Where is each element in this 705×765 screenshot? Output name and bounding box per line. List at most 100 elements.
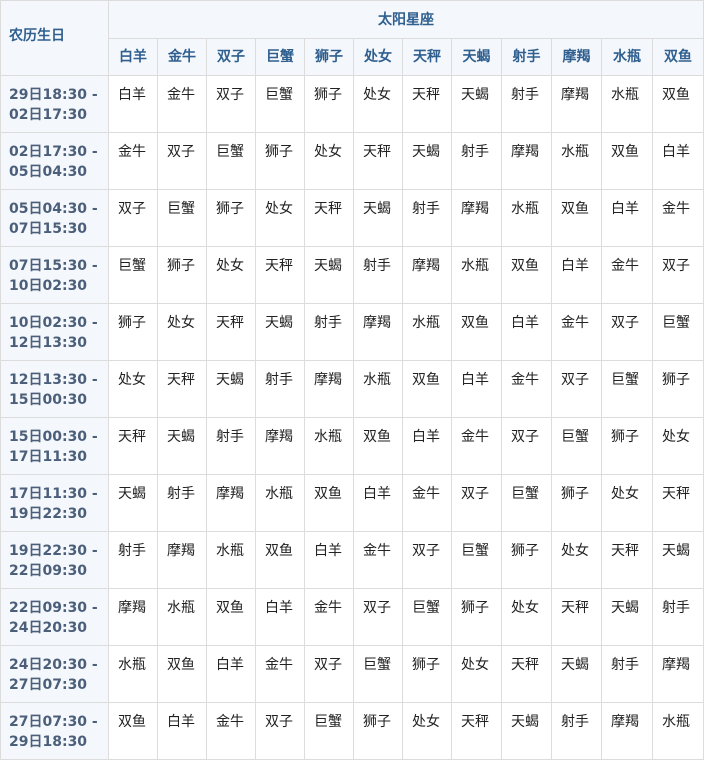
rising-sign-cell: 处女 <box>601 474 653 532</box>
rising-sign-cell: 双鱼 <box>451 303 502 361</box>
rising-sign-cell: 白羊 <box>451 360 502 418</box>
rising-sign-cell: 白羊 <box>601 189 653 247</box>
rising-sign-cell: 射手 <box>551 702 602 760</box>
rising-sign-cell: 金牛 <box>255 645 305 703</box>
column-header: 双鱼 <box>652 38 704 76</box>
rising-sign-cell: 巨蟹 <box>551 417 602 475</box>
rising-sign-cell: 双子 <box>551 360 602 418</box>
rising-sign-cell: 水瓶 <box>652 702 704 760</box>
rising-sign-cell: 天蝎 <box>501 702 552 760</box>
table-body: 29日18:30 -02日17:30 白羊 金牛 双子 巨蟹 狮子 处女 天秤 天蝎 射手 摩羯 水瓶… <box>0 75 704 760</box>
rising-sign-cell: 处女 <box>255 189 305 247</box>
rising-sign-cell: 巨蟹 <box>601 360 653 418</box>
rising-sign-cell: 金牛 <box>206 702 256 760</box>
column-header: 白羊 <box>108 38 158 76</box>
date-range-end: 19日22:30 <box>9 506 88 522</box>
rising-sign-cell: 水瓶 <box>353 360 403 418</box>
rising-sign-cell: 双鱼 <box>157 645 207 703</box>
column-header: 双子 <box>206 38 256 76</box>
rising-sign-cell: 处女 <box>652 417 704 475</box>
rising-sign-cell: 水瓶 <box>206 531 256 589</box>
column-header: 金牛 <box>157 38 207 76</box>
rising-sign-cell: 射手 <box>206 417 256 475</box>
date-range-start: 17日11:30 - <box>9 486 98 502</box>
rising-sign-cell: 金牛 <box>551 303 602 361</box>
rising-sign-cell: 水瓶 <box>501 189 552 247</box>
table-row: 29日18:30 - 02日17:30 白羊 金牛 双子 巨蟹 狮子 处女 天秤 天蝎 射手 摩羯 水瓶… <box>0 75 704 133</box>
lunar-date-range: 05日04:30 - 07日15:30 <box>0 189 109 247</box>
rising-sign-cell: 天秤 <box>551 588 602 646</box>
rising-sign-cell: 巨蟹 <box>157 189 207 247</box>
rising-sign-cell: 双鱼 <box>551 189 602 247</box>
date-range-end: 27日07:30 <box>9 677 88 693</box>
rising-sign-cell: 金牛 <box>402 474 452 532</box>
rising-sign-cell: 白羊 <box>501 303 552 361</box>
lunar-date-range: 27日07:30 - 29日18:30 <box>0 702 109 760</box>
table-row: 07日15:30 - 10日02:30 巨蟹 狮子 处女 天秤 天蝎 射手 摩羯 水瓶 双鱼 白羊 金牛… <box>0 246 704 304</box>
date-range-end: 12日13:30 <box>9 335 88 351</box>
rising-sign-cell: 摩羯 <box>551 75 602 133</box>
lunar-date-range: 22日09:30 - 24日20:30 <box>0 588 109 646</box>
rising-sign-cell: 狮子 <box>255 132 305 190</box>
date-range-start: 29日18:30 - <box>9 87 98 103</box>
rising-sign-cell: 天蝎 <box>157 417 207 475</box>
rising-sign-cell: 摩羯 <box>157 531 207 589</box>
lunar-date-range: 24日20:30 - 27日07:30 <box>0 645 109 703</box>
rising-sign-cell: 天蝎 <box>451 75 502 133</box>
column-header: 射手 <box>501 38 552 76</box>
rising-sign-cell: 巨蟹 <box>501 474 552 532</box>
rising-sign-cell: 白羊 <box>353 474 403 532</box>
rising-sign-cell: 双子 <box>501 417 552 475</box>
rising-sign-cell: 天秤 <box>157 360 207 418</box>
rising-sign-cell: 天秤 <box>304 189 354 247</box>
date-range-end: 24日20:30 <box>9 620 88 636</box>
rising-sign-cell: 金牛 <box>652 189 704 247</box>
rising-sign-cell: 水瓶 <box>304 417 354 475</box>
rising-sign-cell: 处女 <box>206 246 256 304</box>
rising-sign-cell: 双子 <box>402 531 452 589</box>
rising-sign-cell: 巨蟹 <box>451 531 502 589</box>
date-range-start: 27日07:30 - <box>9 714 98 730</box>
rising-sign-cell: 金牛 <box>353 531 403 589</box>
rising-sign-cell: 摩羯 <box>601 702 653 760</box>
rising-sign-cell: 摩羯 <box>501 132 552 190</box>
rising-sign-cell: 水瓶 <box>551 132 602 190</box>
rising-sign-cell: 双子 <box>451 474 502 532</box>
rising-sign-cell: 狮子 <box>451 588 502 646</box>
table-row: 02日17:30 - 05日04:30 金牛 双子 巨蟹 狮子 处女 天秤 天蝎 射手 摩羯 水瓶 双鱼… <box>0 132 704 190</box>
rising-sign-cell: 巨蟹 <box>108 246 158 304</box>
table-row: 17日11:30 - 19日22:30 天蝎 射手 摩羯 水瓶 双鱼 白羊 金牛 双子 巨蟹 狮子 处女… <box>0 474 704 532</box>
rising-sign-cell: 处女 <box>501 588 552 646</box>
rising-sign-cell: 双鱼 <box>304 474 354 532</box>
rising-sign-cell: 水瓶 <box>108 645 158 703</box>
rising-sign-cell: 射手 <box>402 189 452 247</box>
table-row: 19日22:30 - 22日09:30 射手 摩羯 水瓶 双鱼 白羊 金牛 双子 巨蟹 狮子 处女 天秤… <box>0 531 704 589</box>
date-range-start: 12日13:30 - <box>9 372 98 388</box>
rising-sign-cell: 天蝎 <box>255 303 305 361</box>
rising-sign-cell: 巨蟹 <box>304 702 354 760</box>
rising-sign-cell: 天蝎 <box>402 132 452 190</box>
lunar-date-range: 12日13:30 - 15日00:30 <box>0 360 109 418</box>
rising-sign-cell: 狮子 <box>157 246 207 304</box>
rising-sign-cell: 天蝎 <box>652 531 704 589</box>
table-row: 15日00:30 - 17日11:30 天秤 天蝎 射手 摩羯 水瓶 双鱼 白羊 金牛 双子 巨蟹 狮子… <box>0 417 704 475</box>
rising-sign-cell: 水瓶 <box>255 474 305 532</box>
rising-sign-cell: 天秤 <box>451 702 502 760</box>
date-range-start: 22日09:30 - <box>9 600 98 616</box>
rising-sign-cell: 双子 <box>353 588 403 646</box>
rising-sign-cell: 水瓶 <box>451 246 502 304</box>
rising-sign-cell: 射手 <box>353 246 403 304</box>
column-header: 狮子 <box>304 38 354 76</box>
rising-sign-cell: 狮子 <box>353 702 403 760</box>
rising-sign-cell: 摩羯 <box>206 474 256 532</box>
column-header: 摩羯 <box>551 38 602 76</box>
rising-sign-cell: 射手 <box>157 474 207 532</box>
rising-sign-cell: 巨蟹 <box>353 645 403 703</box>
rising-sign-cell: 摩羯 <box>255 417 305 475</box>
date-range-start: 10日02:30 - <box>9 315 98 331</box>
rising-sign-cell: 双鱼 <box>652 75 704 133</box>
date-range-end: 05日04:30 <box>9 164 88 180</box>
rising-sign-cell: 双鱼 <box>501 246 552 304</box>
table-row: 24日20:30 - 27日07:30 水瓶 双鱼 白羊 金牛 双子 巨蟹 狮子 处女 天秤 天蝎 射手… <box>0 645 704 703</box>
